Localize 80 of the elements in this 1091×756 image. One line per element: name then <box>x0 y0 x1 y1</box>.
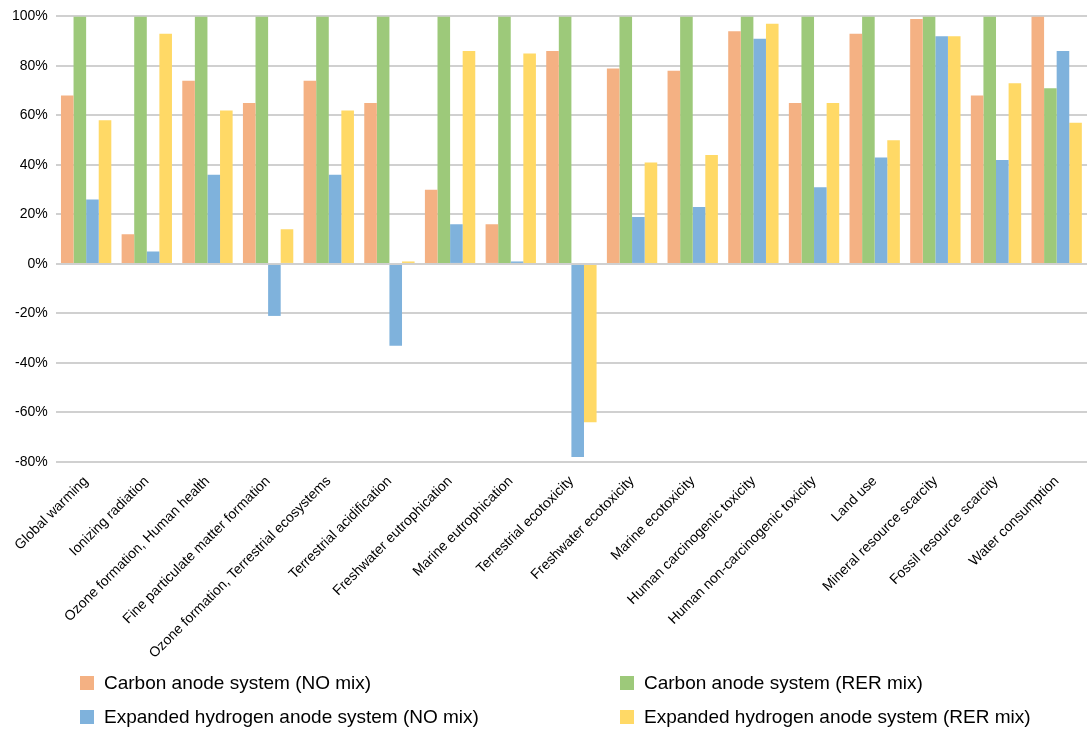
bar <box>632 216 645 263</box>
bar <box>341 110 354 263</box>
bar <box>194 16 208 263</box>
bar <box>765 23 779 263</box>
bar <box>389 264 403 346</box>
bar <box>364 103 377 263</box>
y-tick-label: 80% <box>19 56 48 73</box>
y-tick-label: 100% <box>11 7 48 24</box>
y-tick-label: -20% <box>15 304 48 321</box>
bar <box>788 103 802 263</box>
bar <box>255 16 269 263</box>
bar <box>220 110 233 263</box>
bar <box>728 31 741 263</box>
bar <box>910 18 923 263</box>
bar <box>644 162 658 263</box>
legend-label: Carbon anode system (NO mix) <box>104 672 372 694</box>
bar <box>1008 83 1022 263</box>
y-tick-label: 40% <box>19 155 48 172</box>
bar <box>667 70 681 263</box>
bar <box>121 234 135 263</box>
bar <box>280 229 294 263</box>
bar <box>826 103 840 263</box>
bar <box>583 264 597 423</box>
bar <box>316 16 329 263</box>
bar <box>571 264 584 458</box>
y-tick-label: -60% <box>15 403 48 420</box>
bar <box>60 95 74 263</box>
legend-label: Carbon anode system (RER mix) <box>644 672 923 694</box>
bar <box>874 157 888 263</box>
bar <box>1044 88 1057 263</box>
bar <box>619 16 633 263</box>
bar <box>159 33 172 263</box>
bar <box>996 159 1009 263</box>
bar <box>862 16 875 263</box>
bar <box>182 80 195 263</box>
y-tick-label: 0% <box>27 254 48 271</box>
y-tick-label: 60% <box>19 106 48 123</box>
bar <box>546 51 559 263</box>
bar <box>207 174 221 263</box>
legend-label: Expanded hydrogen anode system (NO mix) <box>104 706 479 728</box>
bar <box>376 16 390 263</box>
bar <box>328 174 342 263</box>
bar <box>740 16 754 263</box>
bar <box>680 16 693 263</box>
bar <box>523 53 536 263</box>
bar <box>86 199 99 263</box>
bar <box>268 264 281 316</box>
bar <box>606 68 620 263</box>
bar <box>73 16 87 263</box>
y-tick-label: -80% <box>15 452 48 469</box>
bar <box>887 140 900 263</box>
bar <box>935 36 948 263</box>
y-tick-label: 20% <box>19 205 48 222</box>
bar <box>303 80 317 263</box>
bar <box>462 51 476 263</box>
y-tick-label: -40% <box>15 353 48 370</box>
bar <box>692 207 706 263</box>
bar <box>146 251 160 263</box>
bar <box>558 16 572 263</box>
legend-label: Expanded hydrogen anode system (RER mix) <box>644 706 1031 728</box>
bar <box>424 189 438 263</box>
bar <box>485 224 499 263</box>
bar <box>801 16 815 263</box>
bar <box>134 16 147 263</box>
bar <box>1056 51 1070 263</box>
bar <box>947 36 961 263</box>
bar <box>98 120 112 263</box>
bar <box>437 16 451 263</box>
bar <box>450 224 463 263</box>
bar <box>922 16 936 263</box>
bar <box>242 103 256 263</box>
bar <box>983 16 997 263</box>
bar <box>753 38 766 263</box>
bar <box>814 187 827 263</box>
bar <box>849 33 863 263</box>
bar <box>1031 16 1045 263</box>
bar <box>498 16 511 263</box>
bar <box>1069 122 1082 263</box>
bar <box>970 95 984 263</box>
bar <box>705 155 718 263</box>
